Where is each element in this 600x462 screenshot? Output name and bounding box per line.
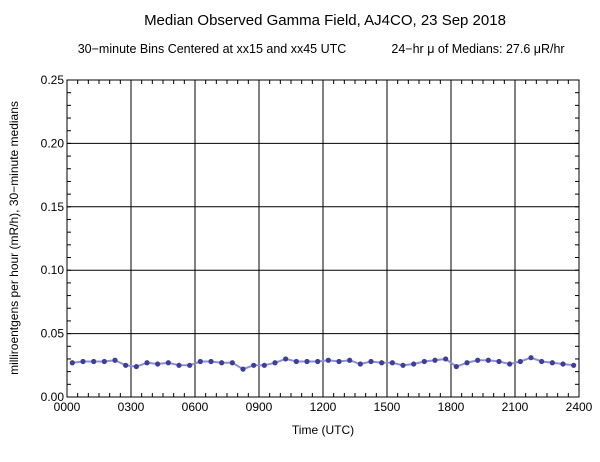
data-point bbox=[304, 358, 310, 365]
data-point bbox=[101, 358, 107, 365]
data-point bbox=[389, 360, 395, 366]
data-point bbox=[144, 360, 150, 366]
x-tick-label: 1200 bbox=[310, 400, 337, 414]
data-point bbox=[261, 362, 267, 368]
data-point bbox=[240, 366, 246, 372]
y-tick-label: 0.05 bbox=[41, 327, 65, 341]
data-point bbox=[208, 358, 214, 365]
data-point bbox=[507, 361, 513, 367]
data-point bbox=[496, 358, 502, 365]
y-tick-label: 0.00 bbox=[41, 390, 65, 404]
data-point bbox=[197, 358, 203, 365]
x-tick-label: 0300 bbox=[118, 400, 145, 414]
chart-subtitle-right: 24−hr μ of Medians: 27.6 μR/hr bbox=[391, 42, 564, 56]
y-tick-label: 0.10 bbox=[41, 263, 65, 277]
data-point bbox=[176, 362, 182, 368]
data-point bbox=[315, 358, 321, 365]
data-point bbox=[293, 358, 299, 365]
data-point bbox=[187, 362, 193, 368]
data-point bbox=[475, 357, 481, 363]
data-point bbox=[229, 360, 235, 366]
y-tick-label: 0.15 bbox=[41, 200, 65, 214]
data-point bbox=[453, 363, 459, 370]
data-point bbox=[400, 362, 406, 368]
x-tick-label: 0000 bbox=[54, 400, 81, 414]
data-point bbox=[464, 360, 470, 366]
data-point bbox=[411, 361, 417, 367]
data-point bbox=[112, 357, 118, 363]
data-point bbox=[357, 361, 363, 367]
x-tick-label: 0600 bbox=[182, 400, 209, 414]
data-point bbox=[80, 358, 86, 365]
data-point bbox=[69, 360, 75, 366]
x-tick-label: 2400 bbox=[566, 400, 593, 414]
data-point bbox=[283, 356, 289, 362]
x-tick-label: 2100 bbox=[502, 400, 529, 414]
data-point bbox=[165, 360, 171, 366]
chart-subtitle-left: 30−minute Bins Centered at xx15 and xx45… bbox=[78, 42, 347, 56]
data-point bbox=[560, 361, 566, 367]
x-tick-label: 1800 bbox=[438, 400, 465, 414]
chart-title: Median Observed Gamma Field, AJ4CO, 23 S… bbox=[144, 12, 506, 29]
data-point bbox=[517, 358, 523, 365]
x-tick-label: 0900 bbox=[246, 400, 273, 414]
data-point bbox=[549, 360, 555, 366]
data-point bbox=[379, 360, 385, 366]
data-point bbox=[571, 362, 577, 368]
data-point bbox=[91, 358, 97, 365]
data-point bbox=[421, 358, 427, 365]
data-point bbox=[432, 357, 438, 363]
y-tick-label: 0.25 bbox=[41, 73, 65, 87]
data-point bbox=[539, 358, 545, 365]
data-point bbox=[155, 361, 161, 367]
data-point bbox=[347, 357, 353, 363]
data-point bbox=[272, 360, 278, 366]
data-point bbox=[325, 357, 331, 363]
y-tick-label: 0.20 bbox=[41, 136, 65, 150]
data-point bbox=[485, 357, 491, 363]
data-point bbox=[133, 363, 139, 370]
data-point bbox=[123, 362, 129, 368]
data-point bbox=[336, 358, 342, 365]
data-point bbox=[368, 358, 374, 365]
data-point bbox=[443, 356, 449, 362]
x-tick-label: 1500 bbox=[374, 400, 401, 414]
x-axis-label: Time (UTC) bbox=[292, 423, 354, 437]
y-axis-label: milliroentgens per hour (mR/h), 30−minut… bbox=[7, 101, 21, 375]
data-point bbox=[251, 362, 257, 368]
data-point bbox=[219, 360, 225, 366]
data-point bbox=[528, 355, 534, 361]
